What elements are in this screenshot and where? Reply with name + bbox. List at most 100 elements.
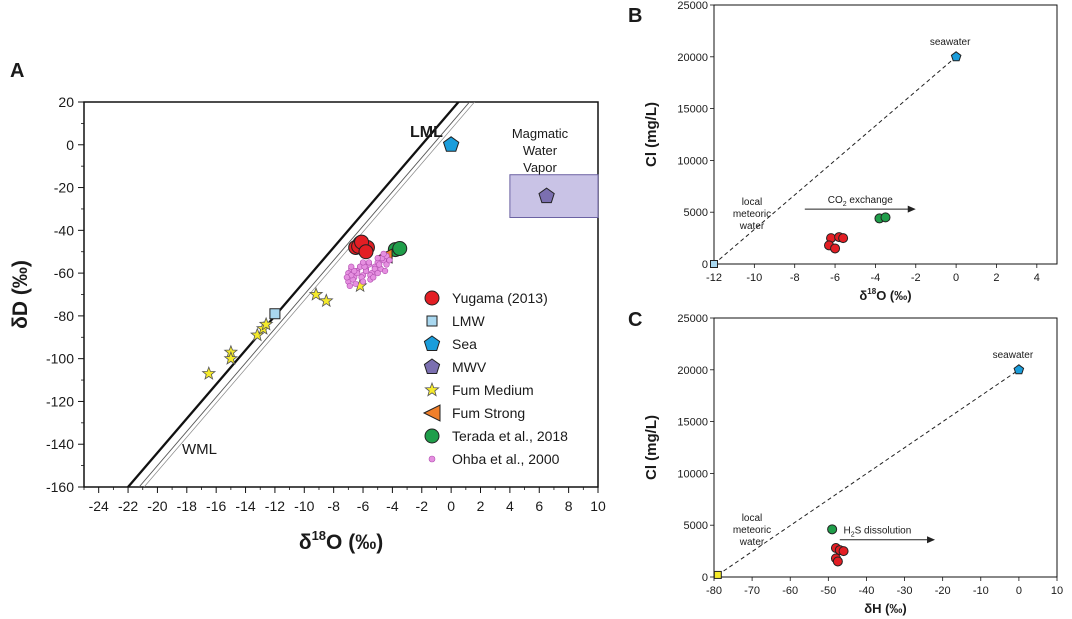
line-wml-2 — [143, 102, 475, 487]
x-tick-label-a: -10 — [294, 498, 314, 514]
y-axis-title-c: Cl (mg/L) — [643, 415, 660, 480]
point-ohba — [380, 250, 387, 257]
y-tick-label-b: 0 — [702, 259, 708, 271]
legend-marker — [426, 315, 438, 327]
line-lml — [127, 102, 461, 487]
point-lmw-c — [713, 570, 722, 579]
x-tick-label-a: 0 — [447, 498, 455, 514]
process-arrowhead-c — [927, 536, 936, 544]
point-ohba — [348, 263, 355, 270]
plot-frame-c — [713, 317, 1058, 578]
point-fum-medium — [223, 351, 239, 365]
legend-marker — [428, 455, 436, 463]
point-terada-c — [827, 524, 838, 535]
point-ohba — [343, 274, 350, 281]
point-ohba — [359, 259, 367, 266]
mwv-box — [509, 174, 599, 219]
x-tick-label-a: 2 — [477, 498, 485, 514]
point-fum-medium — [308, 286, 324, 301]
point-sea-c — [1013, 364, 1025, 375]
x-tick-label-b: 2 — [993, 272, 999, 284]
label-water-c: water — [739, 537, 765, 548]
point-ohba — [351, 267, 358, 275]
point-yugama-b — [838, 233, 849, 244]
plot-frame-b — [713, 4, 1058, 265]
x-tick-label-a: -20 — [147, 498, 167, 514]
process-label-c: H2S dissolution — [843, 526, 911, 539]
label-local-b: local — [742, 197, 763, 208]
legend-label: Yugama (2013) — [452, 290, 548, 306]
x-tick-label-a: -6 — [357, 498, 370, 514]
legend-marker — [424, 290, 440, 306]
point-fum-medium — [250, 327, 265, 342]
y-tick-label-c: 20000 — [677, 365, 708, 377]
legend-label: Ohba et al., 2000 — [452, 451, 560, 467]
x-tick-label-c: 10 — [1051, 585, 1063, 597]
legend-marker — [424, 381, 440, 397]
x-tick-label-b: -2 — [911, 272, 921, 284]
process-arrowhead-b — [907, 205, 916, 213]
x-tick-label-c: -20 — [935, 585, 951, 597]
point-fum-medium — [319, 293, 334, 308]
point-yugama-c — [838, 546, 849, 557]
x-tick-label-b: 4 — [1034, 272, 1040, 284]
y-tick-label-a: -120 — [46, 393, 74, 409]
legend-label: Fum Strong — [452, 405, 525, 421]
y-tick-label-a: -140 — [46, 436, 74, 452]
point-lmw — [269, 308, 281, 320]
point-ohba — [352, 280, 359, 287]
x-tick-label-b: -6 — [830, 272, 840, 284]
line-wml — [138, 102, 471, 487]
point-sea — [442, 136, 460, 152]
point-yugama-c — [832, 556, 843, 567]
label-meteoric-b: meteoric — [733, 209, 771, 220]
legend-marker — [424, 428, 440, 444]
annotation-vapor: Vapor — [523, 160, 557, 175]
y-tick-label-b: 20000 — [677, 52, 708, 64]
panel-letter-c: C — [628, 309, 642, 331]
y-tick-label-b: 25000 — [677, 0, 708, 12]
x-tick-label-b: -8 — [790, 272, 800, 284]
x-tick-label-c: -40 — [858, 585, 874, 597]
x-tick-label-c: -50 — [820, 585, 836, 597]
point-ohba — [374, 270, 381, 277]
x-tick-label-b: 0 — [953, 272, 959, 284]
point-terada-et-al-2018 — [392, 241, 408, 257]
legend-label: Sea — [452, 336, 477, 352]
annotation-water: Water — [523, 143, 558, 158]
x-tick-label-c: -10 — [973, 585, 989, 597]
y-tick-label-c: 15000 — [677, 417, 708, 429]
y-tick-label-c: 0 — [702, 572, 708, 584]
point-ohba — [374, 255, 381, 262]
label-seawater-b: seawater — [930, 37, 971, 48]
label-water-b: water — [739, 221, 765, 232]
label-wml: WML — [182, 441, 217, 458]
y-tick-label-a: 20 — [58, 94, 74, 110]
y-tick-label-c: 10000 — [677, 468, 708, 480]
point-yugama-2013- — [358, 244, 374, 260]
x-tick-label-a: -14 — [235, 498, 255, 514]
y-tick-label-c: 5000 — [684, 520, 708, 532]
y-tick-label-b: 15000 — [677, 104, 708, 116]
annotation-magmatic: Magmatic — [512, 126, 569, 141]
y-axis-title-a: δD (‰) — [9, 260, 32, 329]
point-yugama-b — [830, 243, 841, 254]
label-seawater-c: seawater — [993, 350, 1034, 361]
y-axis-title-b: Cl (mg/L) — [643, 102, 660, 167]
x-tick-label-c: -80 — [706, 585, 722, 597]
x-tick-label-a: -24 — [89, 498, 109, 514]
legend-label: MWV — [452, 359, 487, 375]
mixing-line-b — [713, 56, 957, 265]
y-tick-label-a: -160 — [46, 479, 74, 495]
legend-label: Fum Medium — [452, 382, 534, 398]
x-tick-label-c: -30 — [897, 585, 913, 597]
point-ohba — [383, 261, 390, 268]
point-fum-medium — [258, 316, 274, 331]
x-tick-label-a: -18 — [177, 498, 197, 514]
label-meteoric-c: meteoric — [733, 525, 771, 536]
legend-marker — [422, 404, 441, 422]
point-mwv — [538, 187, 555, 204]
label-lml: LML — [410, 124, 443, 141]
x-tick-label-c: -70 — [744, 585, 760, 597]
